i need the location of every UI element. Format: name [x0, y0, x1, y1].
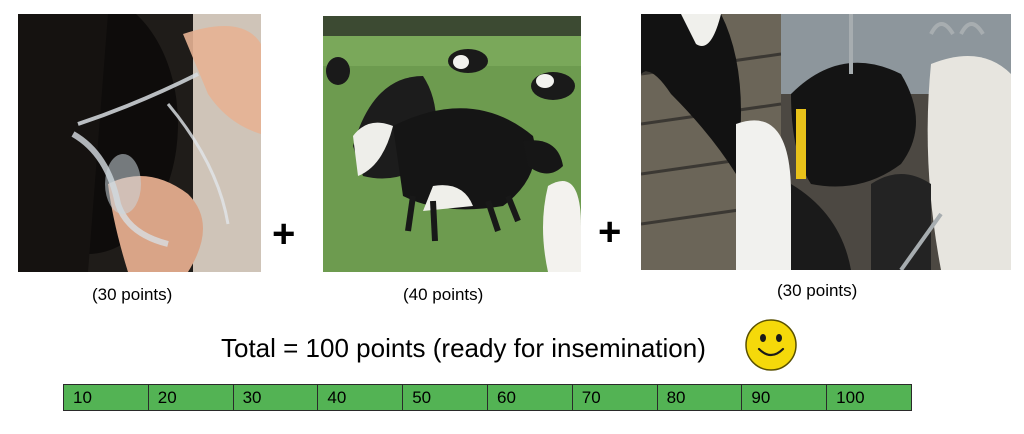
herd-photo: [323, 16, 581, 272]
scale-cell: 60: [488, 385, 573, 410]
scale-cell: 30: [234, 385, 319, 410]
barn-photo: [641, 14, 1011, 270]
mucus-points-label: (30 points): [92, 285, 173, 304]
scale-cell: 10: [64, 385, 149, 410]
scale-cell: 70: [573, 385, 658, 410]
scale-cell: 40: [318, 385, 404, 410]
mucus-photo: [18, 14, 261, 272]
scale-cell: 90: [742, 385, 828, 410]
plus-sign: +: [272, 212, 296, 256]
barn-points-label: (30 points): [777, 281, 858, 300]
scale-cell: 20: [149, 385, 234, 410]
scale-cell: 80: [658, 385, 743, 410]
points-scale-bar: 10 20 30 40 50 60 70 80 90 100: [63, 384, 912, 411]
plus-sign: +: [598, 210, 622, 254]
scale-cell: 50: [403, 385, 488, 410]
smiley-face-icon: [744, 318, 798, 372]
total-points-text: Total = 100 points (ready for inseminati…: [221, 333, 706, 363]
scale-cell: 100: [836, 388, 865, 407]
herd-points-label: (40 points): [403, 285, 484, 304]
